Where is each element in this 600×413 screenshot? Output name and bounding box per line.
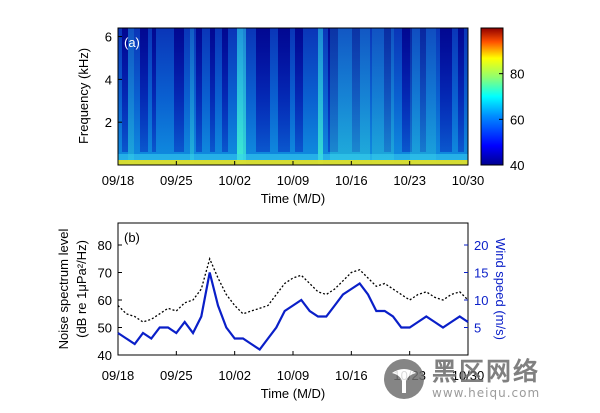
a-y-tick-label: 6 xyxy=(105,30,112,45)
panel-b: (b) 40 50 60 70 80 5 10 15 20 09/18 09/25 10/02 10… xyxy=(56,222,508,401)
heatmap-streak xyxy=(330,28,370,165)
b-x-tick-label: 10/09 xyxy=(277,368,310,383)
panel-b-ylabel-right: Wind speed (m/s) xyxy=(493,238,508,340)
b-left-tick-label: 60 xyxy=(98,293,112,308)
heatmap-dark-band xyxy=(278,28,290,152)
heatmap-dark-band xyxy=(458,28,464,152)
b-left-tick-label: 40 xyxy=(98,348,112,363)
panel-b-right-y-ticks: 5 10 15 20 xyxy=(464,238,488,336)
panel-a-ylabel: Frequency (kHz) xyxy=(76,48,91,144)
a-x-tick-label: 09/25 xyxy=(160,173,193,188)
heatmap-streak xyxy=(318,28,323,165)
panel-b-left-y-ticks: 40 50 60 70 80 xyxy=(98,238,122,363)
heatmap-low-frequency-band xyxy=(118,154,468,165)
heatmap-dark-band xyxy=(440,28,452,152)
heatmap-streak xyxy=(190,28,194,165)
a-x-tick-label: 09/18 xyxy=(102,173,135,188)
panel-a-xlabel: Time (M/D) xyxy=(261,191,326,206)
panel-a-y-ticks: 2 4 6 xyxy=(105,30,122,130)
b-right-tick-label: 15 xyxy=(474,266,488,281)
heatmap-streak xyxy=(410,28,436,165)
watermark-title: 黑区网络 xyxy=(432,357,541,386)
heatmap-dark-band xyxy=(256,28,270,152)
a-x-tick-label: 10/09 xyxy=(277,173,310,188)
panel-a-label: (a) xyxy=(124,35,140,50)
heatmap-dark-band xyxy=(140,28,148,152)
heatmap-dark-band xyxy=(196,28,202,152)
heatmap-dark-band xyxy=(402,28,412,152)
colorbar-ticks: 40 60 80 xyxy=(499,67,524,173)
heatmap-streak xyxy=(237,28,243,165)
a-x-tick-label: 10/23 xyxy=(393,173,426,188)
heatmap-streak xyxy=(372,28,394,165)
b-x-tick-label: 10/02 xyxy=(218,368,251,383)
colorbar xyxy=(480,27,504,166)
heatmap-dark-band xyxy=(152,28,156,152)
panel-b-ylabel-line-2: (dB re 1μPa²/Hz) xyxy=(74,240,89,338)
colorbar-tick-label: 80 xyxy=(510,67,524,82)
b-x-tick-label: 09/25 xyxy=(160,368,193,383)
heatmap-dark-band xyxy=(122,28,128,152)
b-left-tick-label: 80 xyxy=(98,238,112,253)
watermark: 黑区网络 www.heiqu.com xyxy=(382,353,592,405)
heatmap-dark-band xyxy=(174,28,184,152)
colorbar-tick-label: 60 xyxy=(510,112,524,127)
b-left-tick-label: 50 xyxy=(98,321,112,336)
a-x-tick-label: 10/16 xyxy=(335,173,368,188)
b-right-tick-label: 10 xyxy=(474,293,488,308)
b-right-tick-label: 5 xyxy=(474,321,481,336)
wind-speed-line xyxy=(117,272,469,351)
b-x-tick-label: 10/16 xyxy=(335,368,368,383)
watermark-logo-icon xyxy=(384,359,424,399)
heatmap-dark-band xyxy=(210,28,215,152)
panel-b-label: (b) xyxy=(124,230,140,245)
a-x-tick-label: 10/30 xyxy=(452,173,485,188)
heatmap-streak xyxy=(128,28,134,165)
watermark-url: www.heiqu.com xyxy=(432,386,541,400)
heatmap-dark-band xyxy=(222,28,228,152)
panel-b-series xyxy=(117,256,469,351)
colorbar-tick-label: 40 xyxy=(510,158,524,173)
b-x-tick-label: 10/30 xyxy=(452,368,485,383)
panel-b-ylabel-line-1: Noise spectrum level xyxy=(56,229,71,350)
b-left-tick-label: 70 xyxy=(98,266,112,281)
b-x-tick-label: 09/18 xyxy=(102,368,135,383)
a-y-tick-label: 4 xyxy=(105,72,112,87)
b-right-tick-label: 20 xyxy=(474,238,488,253)
panel-a-x-ticks: 09/18 09/25 10/02 10/09 10/16 10/23 10/30 xyxy=(102,161,485,188)
panel-a: (a) 2 4 6 09/18 09/25 10/02 10/09 10/16 10/23 10… xyxy=(76,27,524,206)
a-y-tick-label: 2 xyxy=(105,115,112,130)
heatmap-dark-band xyxy=(295,28,303,152)
panel-b-frame xyxy=(117,222,469,356)
a-x-tick-label: 10/02 xyxy=(218,173,251,188)
heatmap-bright-streaks xyxy=(128,28,436,165)
heatmap-streak xyxy=(243,28,246,165)
panel-b-xlabel: Time (M/D) xyxy=(261,386,326,401)
